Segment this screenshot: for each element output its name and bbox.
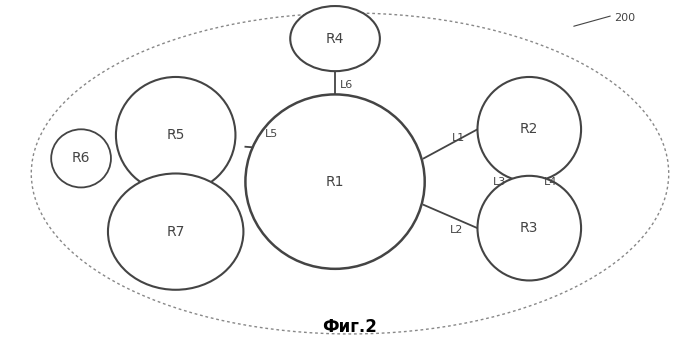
Ellipse shape: [477, 77, 581, 182]
Text: L5: L5: [266, 129, 279, 139]
Text: Фиг.2: Фиг.2: [322, 318, 377, 336]
Ellipse shape: [477, 176, 581, 280]
Text: R3: R3: [520, 221, 538, 235]
Text: 200: 200: [614, 13, 635, 23]
Text: R1: R1: [326, 175, 345, 189]
Text: L2: L2: [449, 225, 463, 235]
Text: R2: R2: [520, 122, 538, 136]
Text: L1: L1: [452, 133, 465, 143]
Ellipse shape: [108, 173, 243, 290]
Text: R4: R4: [326, 32, 344, 46]
Ellipse shape: [51, 129, 111, 187]
Text: L4: L4: [545, 176, 558, 187]
Text: L3: L3: [493, 176, 506, 187]
Ellipse shape: [116, 77, 236, 193]
Text: R6: R6: [72, 151, 90, 165]
Text: R7: R7: [166, 225, 185, 239]
Ellipse shape: [245, 95, 425, 269]
Text: L6: L6: [340, 80, 353, 90]
Text: R5: R5: [166, 128, 185, 142]
Ellipse shape: [290, 6, 380, 71]
